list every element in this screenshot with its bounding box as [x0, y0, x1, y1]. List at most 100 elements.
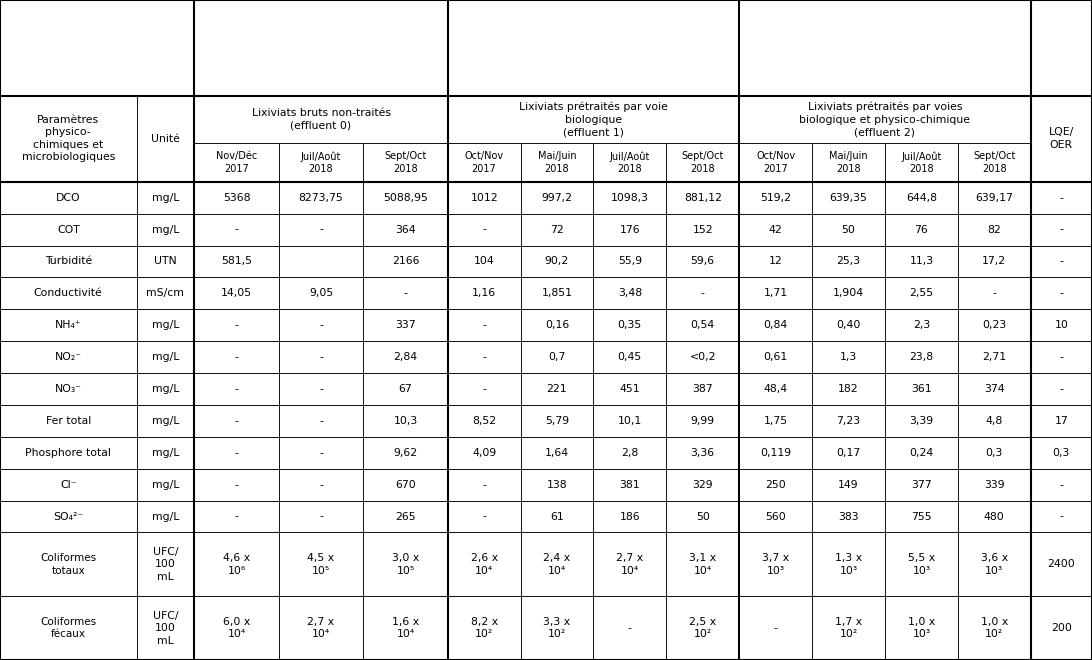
Bar	[885, 437, 958, 469]
Bar	[1031, 246, 1092, 277]
Bar	[278, 500, 364, 533]
Bar	[364, 437, 448, 469]
Bar	[739, 405, 812, 437]
Text: 0,24: 0,24	[910, 447, 934, 458]
Bar	[1031, 310, 1092, 341]
Text: -: -	[1059, 224, 1064, 234]
Bar	[593, 182, 666, 214]
Bar	[812, 310, 885, 341]
Bar	[194, 500, 278, 533]
Text: 387: 387	[692, 384, 713, 394]
Bar	[1031, 214, 1092, 246]
Bar	[448, 469, 521, 500]
Bar	[136, 373, 194, 405]
Bar	[364, 533, 448, 596]
Bar	[739, 246, 812, 277]
Text: Lixiviats prétraités par voie
biologique
(effluent 1): Lixiviats prétraités par voie biologique…	[519, 102, 668, 137]
Bar	[593, 310, 666, 341]
Bar	[739, 277, 812, 310]
Bar	[885, 437, 958, 469]
Bar	[885, 373, 958, 405]
Bar	[1031, 310, 1092, 341]
Bar	[194, 500, 278, 533]
Bar	[278, 533, 364, 596]
Bar	[521, 437, 593, 469]
Text: 221: 221	[547, 384, 568, 394]
Text: 560: 560	[765, 512, 786, 521]
Bar	[958, 246, 1031, 277]
Text: 364: 364	[395, 224, 416, 234]
Bar	[593, 500, 666, 533]
Text: -: -	[319, 416, 323, 426]
Text: 339: 339	[984, 480, 1005, 490]
Text: 3,0 x
10⁵: 3,0 x 10⁵	[392, 553, 419, 576]
Bar	[666, 437, 739, 469]
Bar	[739, 533, 812, 596]
Bar	[1031, 533, 1092, 596]
Bar	[593, 310, 666, 341]
Bar	[448, 277, 521, 310]
Text: -: -	[483, 352, 486, 362]
Bar	[666, 214, 739, 246]
Text: 0,23: 0,23	[982, 320, 1007, 330]
Text: 3,48: 3,48	[618, 288, 642, 298]
Bar	[364, 310, 448, 341]
Bar	[739, 96, 1031, 143]
Text: 670: 670	[395, 480, 416, 490]
Bar	[958, 182, 1031, 214]
Bar	[448, 214, 521, 246]
Text: 55,9: 55,9	[618, 257, 642, 267]
Bar	[0, 533, 136, 596]
Bar	[364, 182, 448, 214]
Bar	[194, 469, 278, 500]
Bar	[666, 596, 739, 660]
Bar	[521, 373, 593, 405]
Bar	[885, 500, 958, 533]
Text: 72: 72	[550, 224, 563, 234]
Bar	[364, 533, 448, 596]
Bar	[364, 143, 448, 182]
Bar	[739, 405, 812, 437]
Text: mg/L: mg/L	[152, 512, 179, 521]
Bar	[958, 310, 1031, 341]
Bar	[194, 373, 278, 405]
Bar	[1031, 373, 1092, 405]
Bar	[1031, 500, 1092, 533]
Bar	[0, 596, 136, 660]
Text: -: -	[319, 512, 323, 521]
Text: 7,23: 7,23	[836, 416, 860, 426]
Text: Paramètres
physico-
chimiques et
microbiologiques: Paramètres physico- chimiques et microbi…	[22, 115, 115, 162]
Bar	[1031, 469, 1092, 500]
Bar	[521, 143, 593, 182]
Text: 59,6: 59,6	[690, 257, 715, 267]
Text: 76: 76	[914, 224, 928, 234]
Bar	[364, 246, 448, 277]
Bar	[521, 246, 593, 277]
Bar	[521, 500, 593, 533]
Text: 1012: 1012	[471, 193, 498, 203]
Bar	[1031, 405, 1092, 437]
Bar	[194, 373, 278, 405]
Bar	[666, 373, 739, 405]
Text: 377: 377	[911, 480, 931, 490]
Bar	[278, 277, 364, 310]
Bar	[885, 214, 958, 246]
Text: Nov/Déc
2017: Nov/Déc 2017	[216, 151, 258, 174]
Bar	[0, 405, 136, 437]
Text: Sept/Oct
2018: Sept/Oct 2018	[384, 151, 427, 174]
Bar	[739, 182, 812, 214]
Text: 3,3 x
10²: 3,3 x 10²	[544, 617, 570, 640]
Bar	[521, 310, 593, 341]
Bar	[364, 277, 448, 310]
Text: Fer total: Fer total	[46, 416, 91, 426]
Bar	[958, 143, 1031, 182]
Text: Juil/Août
2018: Juil/Août 2018	[300, 151, 341, 174]
Bar	[136, 596, 194, 660]
Bar	[593, 596, 666, 660]
Bar	[194, 405, 278, 437]
Bar	[0, 373, 136, 405]
Text: 3,39: 3,39	[910, 416, 934, 426]
Bar	[0, 96, 136, 182]
Bar	[364, 596, 448, 660]
Bar	[958, 533, 1031, 596]
